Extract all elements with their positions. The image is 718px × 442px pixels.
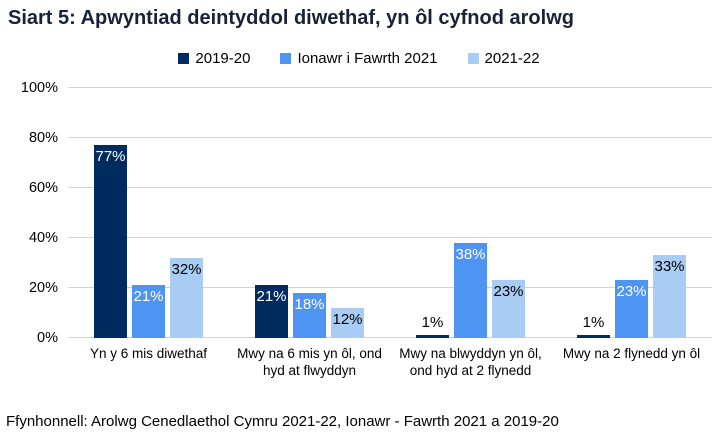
gridline xyxy=(68,287,712,288)
bar-value-label: 12% xyxy=(332,311,363,328)
x-axis-labels: Yn y 6 mis diwethaf Mwy na 6 mis yn ôl, o… xyxy=(68,346,712,406)
bar-value-label: 23% xyxy=(493,283,524,300)
chart-title: Siart 5: Apwyntiad deintyddol diwethaf, … xyxy=(8,7,574,29)
y-tick-label: 20% xyxy=(28,280,58,296)
gridline xyxy=(68,237,712,238)
legend-swatch-icon xyxy=(178,53,190,64)
plot-area: 77% 21% 32% 21% 18% 12% 1% 38% 23% 1% 23% 33% xyxy=(68,87,712,338)
source-note: Ffynhonnell: Arolwg Cenedlaethol Cymru 2… xyxy=(6,413,559,430)
y-tick-label: 40% xyxy=(28,230,58,246)
bar xyxy=(577,335,610,338)
legend-item: 2019-20 xyxy=(178,50,250,67)
bar-value-label: 33% xyxy=(654,258,685,275)
legend-label: 2019-20 xyxy=(195,50,251,67)
bar xyxy=(454,243,487,338)
x-category-label: Mwy na 2 flynedd yn ôl xyxy=(562,346,701,361)
bar xyxy=(293,293,326,338)
legend-swatch-icon xyxy=(467,53,479,64)
bar-value-label: 77% xyxy=(95,148,126,165)
gridline xyxy=(68,337,712,338)
bar xyxy=(416,335,449,338)
bar xyxy=(653,255,686,338)
bar xyxy=(331,308,364,338)
bar-value-label: 1% xyxy=(582,314,605,331)
y-tick-label: 80% xyxy=(28,130,58,146)
bar-value-label: 21% xyxy=(133,288,164,305)
y-tick-label: 60% xyxy=(28,180,58,196)
x-category-label: Mwy na blwyddyn yn ôl, ond hyd at 2 flyn… xyxy=(399,346,542,378)
y-tick-label: 100% xyxy=(20,80,58,96)
gridline xyxy=(68,87,712,88)
gridline xyxy=(68,187,712,188)
legend-item: 2021-22 xyxy=(467,50,540,67)
bar-value-label: 38% xyxy=(455,246,486,263)
bar xyxy=(170,258,203,338)
legend-label: 2021-22 xyxy=(484,50,540,67)
y-tick-label: 0% xyxy=(37,330,58,346)
bar-value-label: 23% xyxy=(616,283,647,300)
x-category-label: Yn y 6 mis diwethaf xyxy=(89,346,208,361)
bar xyxy=(94,145,127,338)
bar xyxy=(255,285,288,338)
bar-value-label: 32% xyxy=(171,261,202,278)
legend-item: Ionawr i Fawrth 2021 xyxy=(280,50,438,67)
gridline xyxy=(68,137,712,138)
y-axis: 0% 20% 40% 60% 80% 100% xyxy=(0,80,58,346)
bar xyxy=(615,280,648,338)
bar-value-label: 21% xyxy=(256,288,287,305)
bar-value-label: 1% xyxy=(421,314,444,331)
bar xyxy=(132,285,165,338)
bar-value-label: 18% xyxy=(294,296,325,313)
x-category-label: Mwy na 6 mis yn ôl, ond hyd at flwyddyn xyxy=(237,346,382,378)
legend: 2019-20 Ionawr i Fawrth 2021 2021-22 xyxy=(0,50,718,67)
legend-swatch-icon xyxy=(280,53,292,64)
bar xyxy=(492,280,525,338)
legend-label: Ionawr i Fawrth 2021 xyxy=(297,50,438,67)
